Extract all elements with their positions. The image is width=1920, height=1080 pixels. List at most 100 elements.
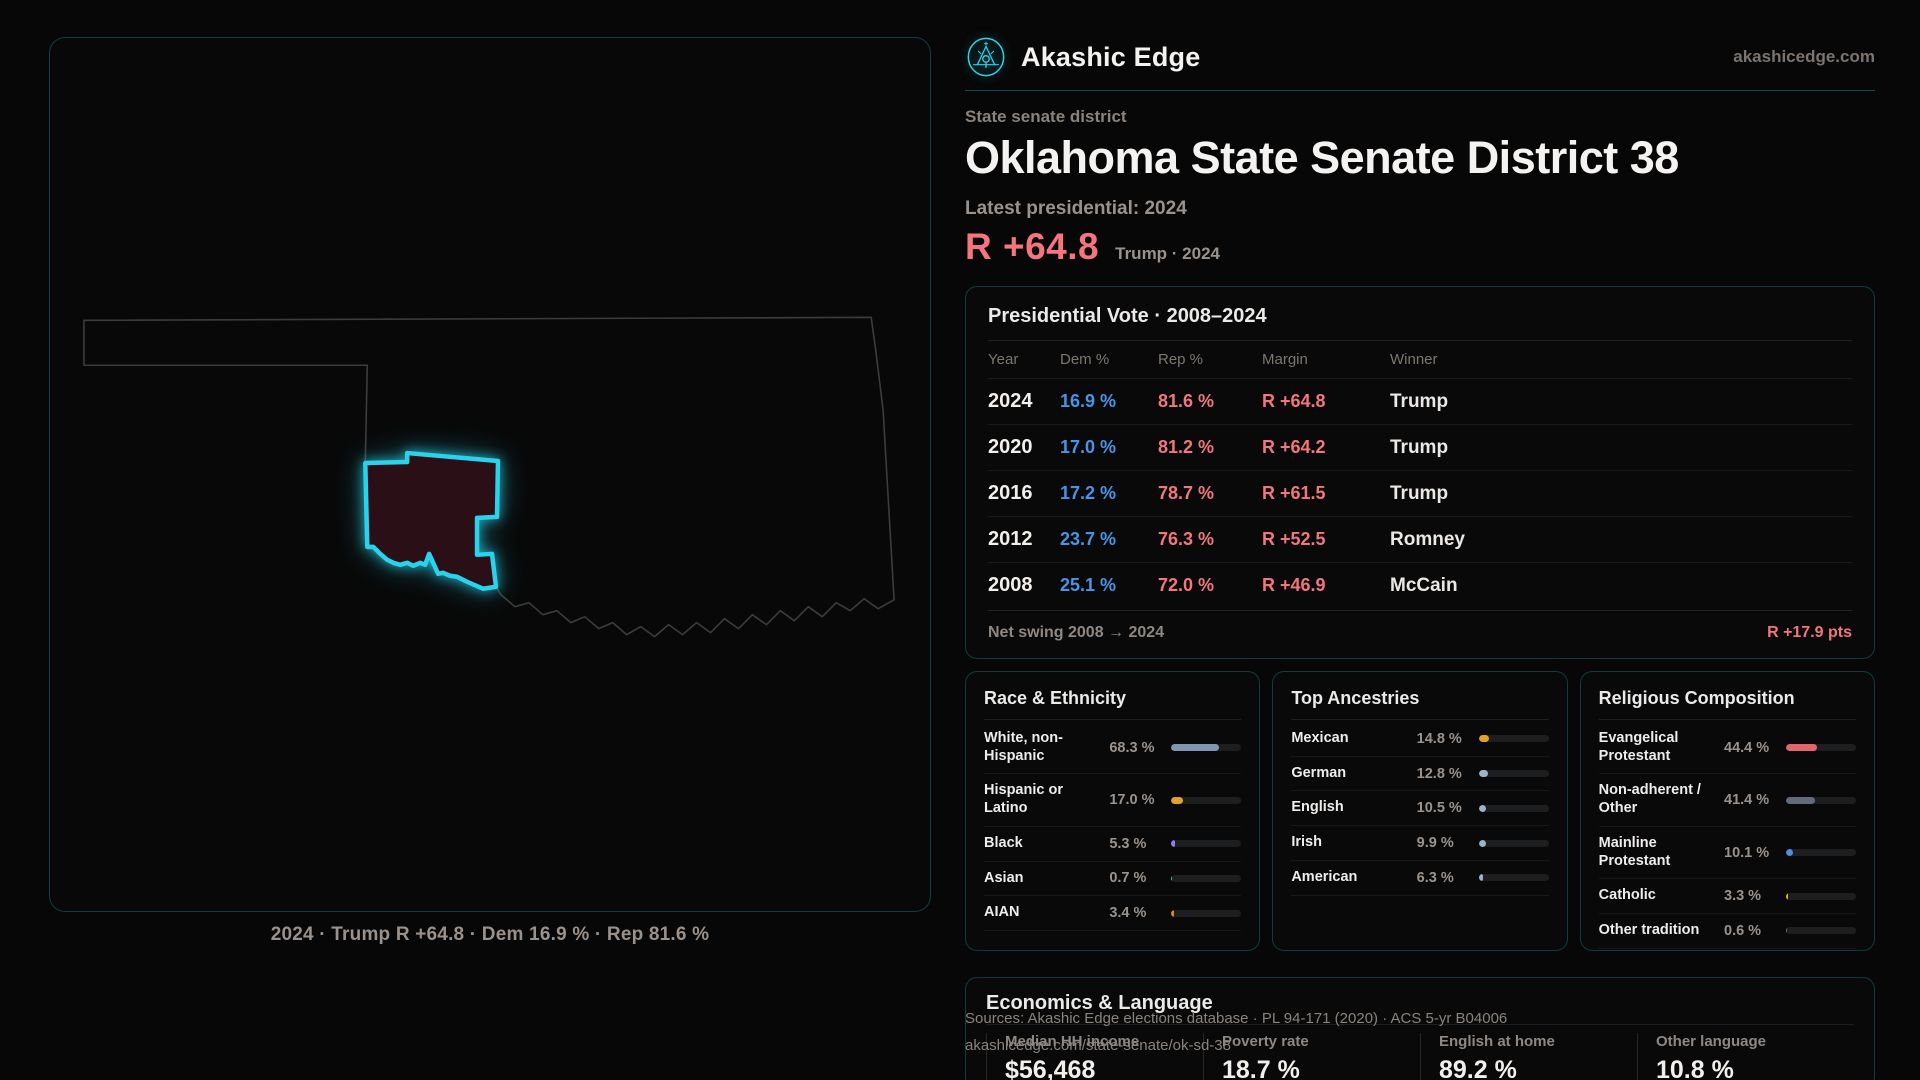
table-row: 2020 17.0 % 81.2 % R +64.2 Trump xyxy=(988,424,1852,470)
domain-link[interactable]: akashicedge.com xyxy=(1733,47,1875,66)
pv-column-header: Winner xyxy=(1390,351,1438,369)
bar-fill xyxy=(1171,744,1220,752)
bar-track xyxy=(1171,744,1242,752)
permalink-link[interactable]: akashicedge.com/state-senate/ok-sd-38 xyxy=(965,1037,1231,1054)
bar-track xyxy=(1478,735,1549,743)
religious-composition-list: Evangelical Protestant 44.4 % Non-adherent… xyxy=(1598,722,1856,949)
bar-fill xyxy=(1786,849,1794,857)
demo-value: 41.4 % xyxy=(1724,792,1770,809)
bar-track xyxy=(1478,804,1549,812)
list-item: English 10.5 % xyxy=(1291,791,1549,827)
economics-stats-row: Median HH income $56,468 Poverty rate 18.7 … xyxy=(986,1033,1854,1080)
religious-composition-title: Religious Composition xyxy=(1598,688,1795,709)
demo-value: 68.3 % xyxy=(1109,739,1155,756)
demo-value: 5.3 % xyxy=(1109,835,1147,852)
bar-track xyxy=(1786,892,1856,900)
bar-fill xyxy=(1786,892,1789,900)
pv-rep-cell: 78.7 % xyxy=(1158,483,1215,504)
bar-track xyxy=(1171,796,1242,804)
pv-rep-cell: 81.6 % xyxy=(1158,391,1215,412)
table-row: 2016 17.2 % 78.7 % R +61.5 Trump xyxy=(988,470,1852,516)
pv-dem-cell: 25.1 % xyxy=(1060,575,1117,596)
list-item: Hispanic or Latino 17.0 % xyxy=(984,774,1242,827)
table-row: 2012 23.7 % 76.3 % R +52.5 Romney xyxy=(988,516,1852,562)
demo-label: Catholic xyxy=(1598,887,1656,904)
demo-label: American xyxy=(1291,868,1358,885)
header-divider xyxy=(965,90,1875,91)
pv-margin-cell: R +61.5 xyxy=(1262,483,1326,504)
race-ethnicity-panel: Race & Ethnicity White, non-Hispanic 68.3… xyxy=(965,671,1261,952)
pv-winner-cell: Trump xyxy=(1390,390,1449,412)
demo-value: 14.8 % xyxy=(1416,730,1462,747)
demo-label: Other tradition xyxy=(1598,921,1700,938)
divider xyxy=(984,719,1242,721)
demo-label: Black xyxy=(984,834,1023,851)
demo-label: German xyxy=(1291,764,1347,781)
bar-fill xyxy=(1478,874,1484,882)
top-ancestries-panel: Top Ancestries Mexican 14.8 % German 12.8 %… xyxy=(1272,671,1568,952)
pv-winner-cell: McCain xyxy=(1390,574,1458,596)
bar-fill xyxy=(1786,744,1818,752)
list-item: Black 5.3 % xyxy=(984,827,1242,862)
divider xyxy=(986,1024,1854,1026)
bar-track xyxy=(1786,744,1856,752)
pv-winner-cell: Trump xyxy=(1390,482,1449,504)
pv-margin-cell: R +64.8 xyxy=(1262,391,1326,412)
demo-value: 10.1 % xyxy=(1724,844,1770,861)
stat-label: English at home xyxy=(1439,1033,1555,1051)
bar-track xyxy=(1786,849,1856,857)
pv-dem-cell: 23.7 % xyxy=(1060,529,1117,550)
pv-winner-cell: Trump xyxy=(1390,436,1449,458)
table-row: 2024 16.9 % 81.6 % R +64.8 Trump xyxy=(988,378,1852,424)
race-ethnicity-list: White, non-Hispanic 68.3 % Hispanic or Lat… xyxy=(984,722,1242,931)
pv-year-cell: 2020 xyxy=(988,436,1033,459)
latest-presidential-label: Latest presidential: 2024 xyxy=(965,198,1187,220)
demo-label: White, non-Hispanic xyxy=(984,730,1063,764)
brand-name: Akashic Edge xyxy=(1021,41,1201,72)
net-swing-value: R +17.9 pts xyxy=(1767,624,1852,642)
presidential-vote-title: Presidential Vote · 2008–2024 xyxy=(988,305,1267,328)
list-item: Irish 9.9 % xyxy=(1291,826,1549,861)
demo-label: Hispanic or Latino xyxy=(984,782,1063,817)
demo-value: 6.3 % xyxy=(1416,869,1454,886)
bar-track xyxy=(1171,909,1242,917)
stat-value: $56,468 xyxy=(1005,1056,1096,1080)
stat-cell: Poverty rate 18.7 % xyxy=(1203,1033,1420,1080)
list-item: American 6.3 % xyxy=(1291,861,1549,896)
bar-fill xyxy=(1478,735,1490,743)
bar-track xyxy=(1786,796,1856,804)
headline-margin-value: R +64.8 xyxy=(965,226,1100,268)
list-item: German 12.8 % xyxy=(1291,757,1549,792)
demo-label: Irish xyxy=(1291,834,1322,851)
headline-margin-row: R +64.8 Trump · 2024 xyxy=(965,226,1875,268)
bar-track xyxy=(1478,839,1549,847)
bar-fill xyxy=(1171,909,1174,917)
pv-column-header: Dem % xyxy=(1060,351,1110,369)
stat-value: 18.7 % xyxy=(1222,1056,1300,1080)
sources-line: Sources: Akashic Edge elections database… xyxy=(965,1010,1508,1027)
pv-year-cell: 2024 xyxy=(988,390,1033,413)
pv-column-header: Rep % xyxy=(1158,351,1204,369)
demo-label: Evangelical Protestant xyxy=(1598,730,1679,764)
pv-year-cell: 2008 xyxy=(988,574,1033,597)
top-ancestries-title: Top Ancestries xyxy=(1291,688,1420,709)
pv-rep-cell: 81.2 % xyxy=(1158,437,1215,458)
pv-rep-cell: 72.0 % xyxy=(1158,575,1215,596)
net-swing-label: Net swing 2008 → 2024 xyxy=(988,624,1165,642)
akashic-edge-logo-icon xyxy=(967,37,1005,77)
demo-label: Non-adherent / Other xyxy=(1598,782,1701,817)
demo-value: 3.4 % xyxy=(1109,905,1147,922)
pv-year-cell: 2012 xyxy=(988,528,1033,551)
list-item: Non-adherent / Other 41.4 % xyxy=(1598,774,1856,827)
pv-margin-cell: R +52.5 xyxy=(1262,529,1326,550)
site-header: Akashic Edge akashicedge.com xyxy=(965,30,1875,84)
economics-language-title: Economics & Language xyxy=(986,992,1213,1015)
demo-value: 3.3 % xyxy=(1724,888,1762,905)
top-ancestries-list: Mexican 14.8 % German 12.8 % English 10.5 % Ir… xyxy=(1291,722,1549,896)
stat-cell: Median HH income $56,468 xyxy=(986,1033,1203,1080)
pv-table-body: 2024 16.9 % 81.6 % R +64.8 Trump 2020 17.0 % 81… xyxy=(988,378,1852,608)
bar-track xyxy=(1171,874,1242,882)
demo-value: 9.9 % xyxy=(1416,835,1454,851)
demo-label: Mexican xyxy=(1291,730,1349,747)
